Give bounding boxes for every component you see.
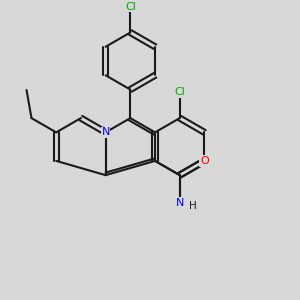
Text: Cl: Cl xyxy=(125,2,136,12)
Text: Cl: Cl xyxy=(174,87,185,98)
Text: N: N xyxy=(101,128,110,137)
Text: O: O xyxy=(200,156,209,166)
Text: H: H xyxy=(189,201,196,211)
Text: N: N xyxy=(176,198,184,208)
